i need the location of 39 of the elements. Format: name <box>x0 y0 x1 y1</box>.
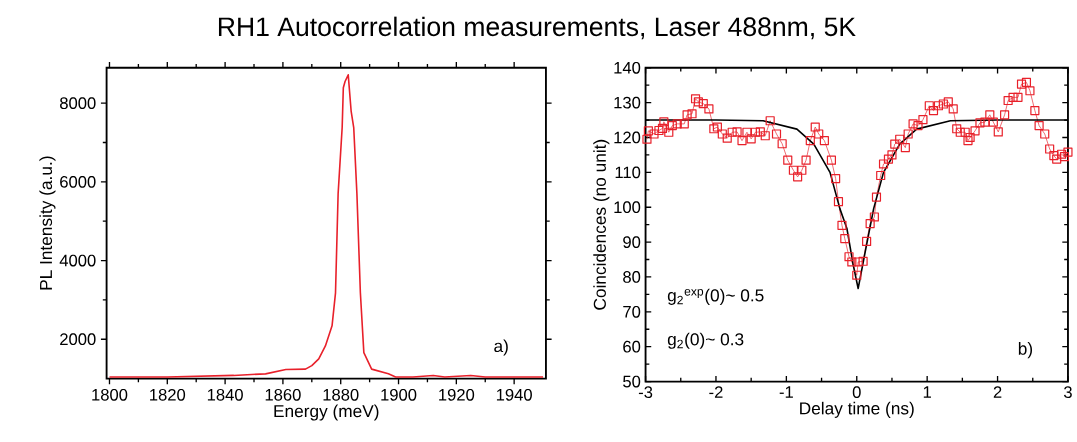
x-tick-label: 1900 <box>381 388 417 401</box>
x-tick-label: 1920 <box>439 388 475 401</box>
annotation: a) <box>494 339 508 356</box>
y-tick-label: 6000 <box>60 175 96 188</box>
y-tick-label: 2000 <box>60 333 96 345</box>
y-tick-label: 90 <box>623 236 641 248</box>
y-tick-label: 60 <box>623 340 641 353</box>
x-tick-label: -1 <box>779 386 793 398</box>
y-tick-label: 80 <box>623 270 641 283</box>
annotation: g$_{2}$$^{exp}$(0)~ 0.5 <box>667 288 764 305</box>
x-tick-label: 1 <box>923 386 931 398</box>
x-tick-label: 1820 <box>150 388 186 401</box>
y-axis-title: PL Intensity (a.u.) <box>39 156 56 290</box>
x-axis-title: Delay time (ns) <box>800 401 914 418</box>
x-tick-label: -2 <box>709 386 723 398</box>
x-tick-label: 1860 <box>265 388 301 401</box>
y-tick-label: 140 <box>614 61 641 74</box>
x-tick-label: 1880 <box>323 388 359 401</box>
y-tick-label: 100 <box>614 201 641 213</box>
line-series <box>108 73 544 378</box>
x-tick-label: -3 <box>638 386 653 398</box>
chart-title: RH1 Autocorrelation measurements, Laser 488nm, 5K <box>218 16 856 40</box>
y-tick-label: 8000 <box>60 97 96 109</box>
x-tick-label: 3 <box>1063 386 1072 398</box>
y-tick-label: 70 <box>623 305 641 318</box>
y-tick-label: 50 <box>623 375 641 388</box>
annotation: b) <box>1018 341 1033 359</box>
x-tick-label: 1800 <box>92 388 128 401</box>
x-tick-label: 2 <box>993 386 1002 398</box>
annotation: g$_{2}$(0)~ 0.3 <box>667 332 744 349</box>
x-tick-label: 0 <box>852 386 861 398</box>
y-tick-label: 120 <box>614 131 641 144</box>
x-tick-label: 1840 <box>207 388 243 401</box>
x-axis-title: Energy (meV) <box>274 404 379 421</box>
y-tick-label: 4000 <box>59 254 96 267</box>
x-tick-label: 1940 <box>496 388 532 401</box>
y-tick-label: 130 <box>614 96 641 109</box>
y-axis-title: Coincidences (no unit) <box>593 139 610 310</box>
y-tick-label: 110 <box>615 166 641 179</box>
